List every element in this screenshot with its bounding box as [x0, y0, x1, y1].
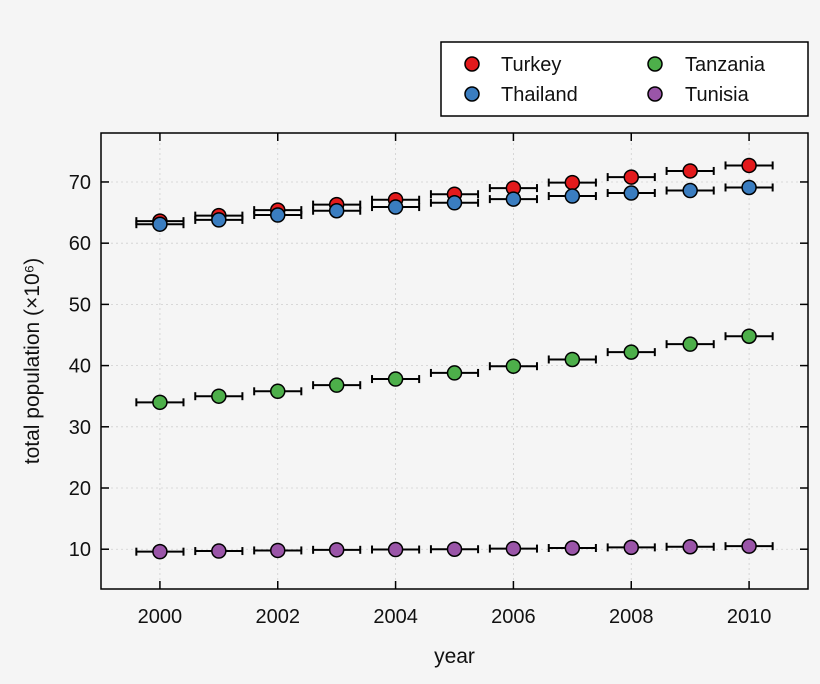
data-point-tanzania	[328, 377, 345, 393]
data-point-thailand	[505, 191, 522, 207]
y-tick-label: 30	[69, 417, 91, 439]
data-point-thailand	[741, 179, 757, 196]
data-point-tunisia	[387, 541, 404, 558]
data-point-thailand	[564, 188, 581, 204]
data-point-thailand	[682, 182, 698, 199]
legend: Turkey Thailand Tanzania Tunisia	[440, 41, 809, 117]
data-point-tunisia	[211, 543, 227, 559]
error-bars	[135, 161, 774, 556]
data-point-tanzania	[152, 394, 168, 411]
data-point-turkey	[564, 174, 581, 191]
x-tick-label: 2008	[609, 606, 654, 628]
data-point-thailand	[328, 202, 345, 219]
legend-label-tanzania: Tanzania	[685, 54, 766, 76]
legend-label-tunisia: Tunisia	[685, 84, 750, 106]
data-point-turkey	[741, 157, 757, 174]
data-point-tanzania	[387, 371, 404, 387]
data-point-tanzania	[741, 328, 757, 344]
legend-marker-tunisia	[647, 86, 663, 102]
data-points	[152, 157, 757, 560]
data-point-tunisia	[446, 541, 463, 557]
y-tick-label: 70	[69, 172, 91, 194]
data-point-tanzania	[446, 365, 463, 381]
data-point-thailand	[387, 199, 404, 215]
data-point-tanzania	[270, 383, 286, 400]
data-point-tunisia	[328, 542, 345, 558]
data-point-tanzania	[623, 344, 639, 360]
y-axis-label: total population (×10⁶)	[21, 258, 44, 465]
data-point-tunisia	[270, 542, 286, 559]
y-tick-label: 50	[69, 294, 91, 316]
legend-box	[440, 41, 809, 117]
data-point-thailand	[623, 185, 639, 201]
data-point-thailand	[270, 207, 286, 223]
data-point-tunisia	[623, 539, 639, 556]
x-tick-label: 2000	[138, 606, 183, 628]
data-point-tanzania	[505, 358, 522, 374]
plot-frame	[100, 132, 809, 590]
data-point-tanzania	[682, 336, 698, 352]
x-axis-label: year	[434, 645, 475, 668]
x-tick-label: 2004	[373, 606, 418, 628]
y-tick-label: 60	[69, 233, 91, 255]
data-point-tunisia	[152, 543, 168, 560]
data-point-turkey	[682, 163, 698, 179]
data-point-tunisia	[682, 539, 698, 555]
x-tick-label: 2002	[256, 606, 301, 628]
legend-marker-thailand	[464, 86, 480, 102]
data-point-thailand	[152, 216, 168, 232]
data-point-tunisia	[564, 540, 581, 556]
y-tick-label: 40	[69, 356, 91, 378]
y-tick-label: 20	[69, 478, 91, 500]
data-point-tunisia	[741, 538, 757, 554]
data-point-tunisia	[505, 540, 522, 557]
data-point-thailand	[211, 212, 227, 228]
data-point-tanzania	[564, 351, 581, 368]
x-tick-label: 2010	[727, 606, 772, 628]
legend-label-thailand: Thailand	[501, 84, 578, 106]
data-point-turkey	[623, 169, 639, 185]
legend-marker-tanzania	[647, 56, 663, 72]
legend-label-turkey: Turkey	[501, 54, 561, 76]
x-tick-label: 2006	[491, 606, 536, 628]
data-point-thailand	[446, 195, 463, 211]
y-tick-label: 10	[69, 539, 91, 561]
data-point-tanzania	[211, 388, 227, 404]
legend-marker-turkey	[464, 56, 480, 72]
